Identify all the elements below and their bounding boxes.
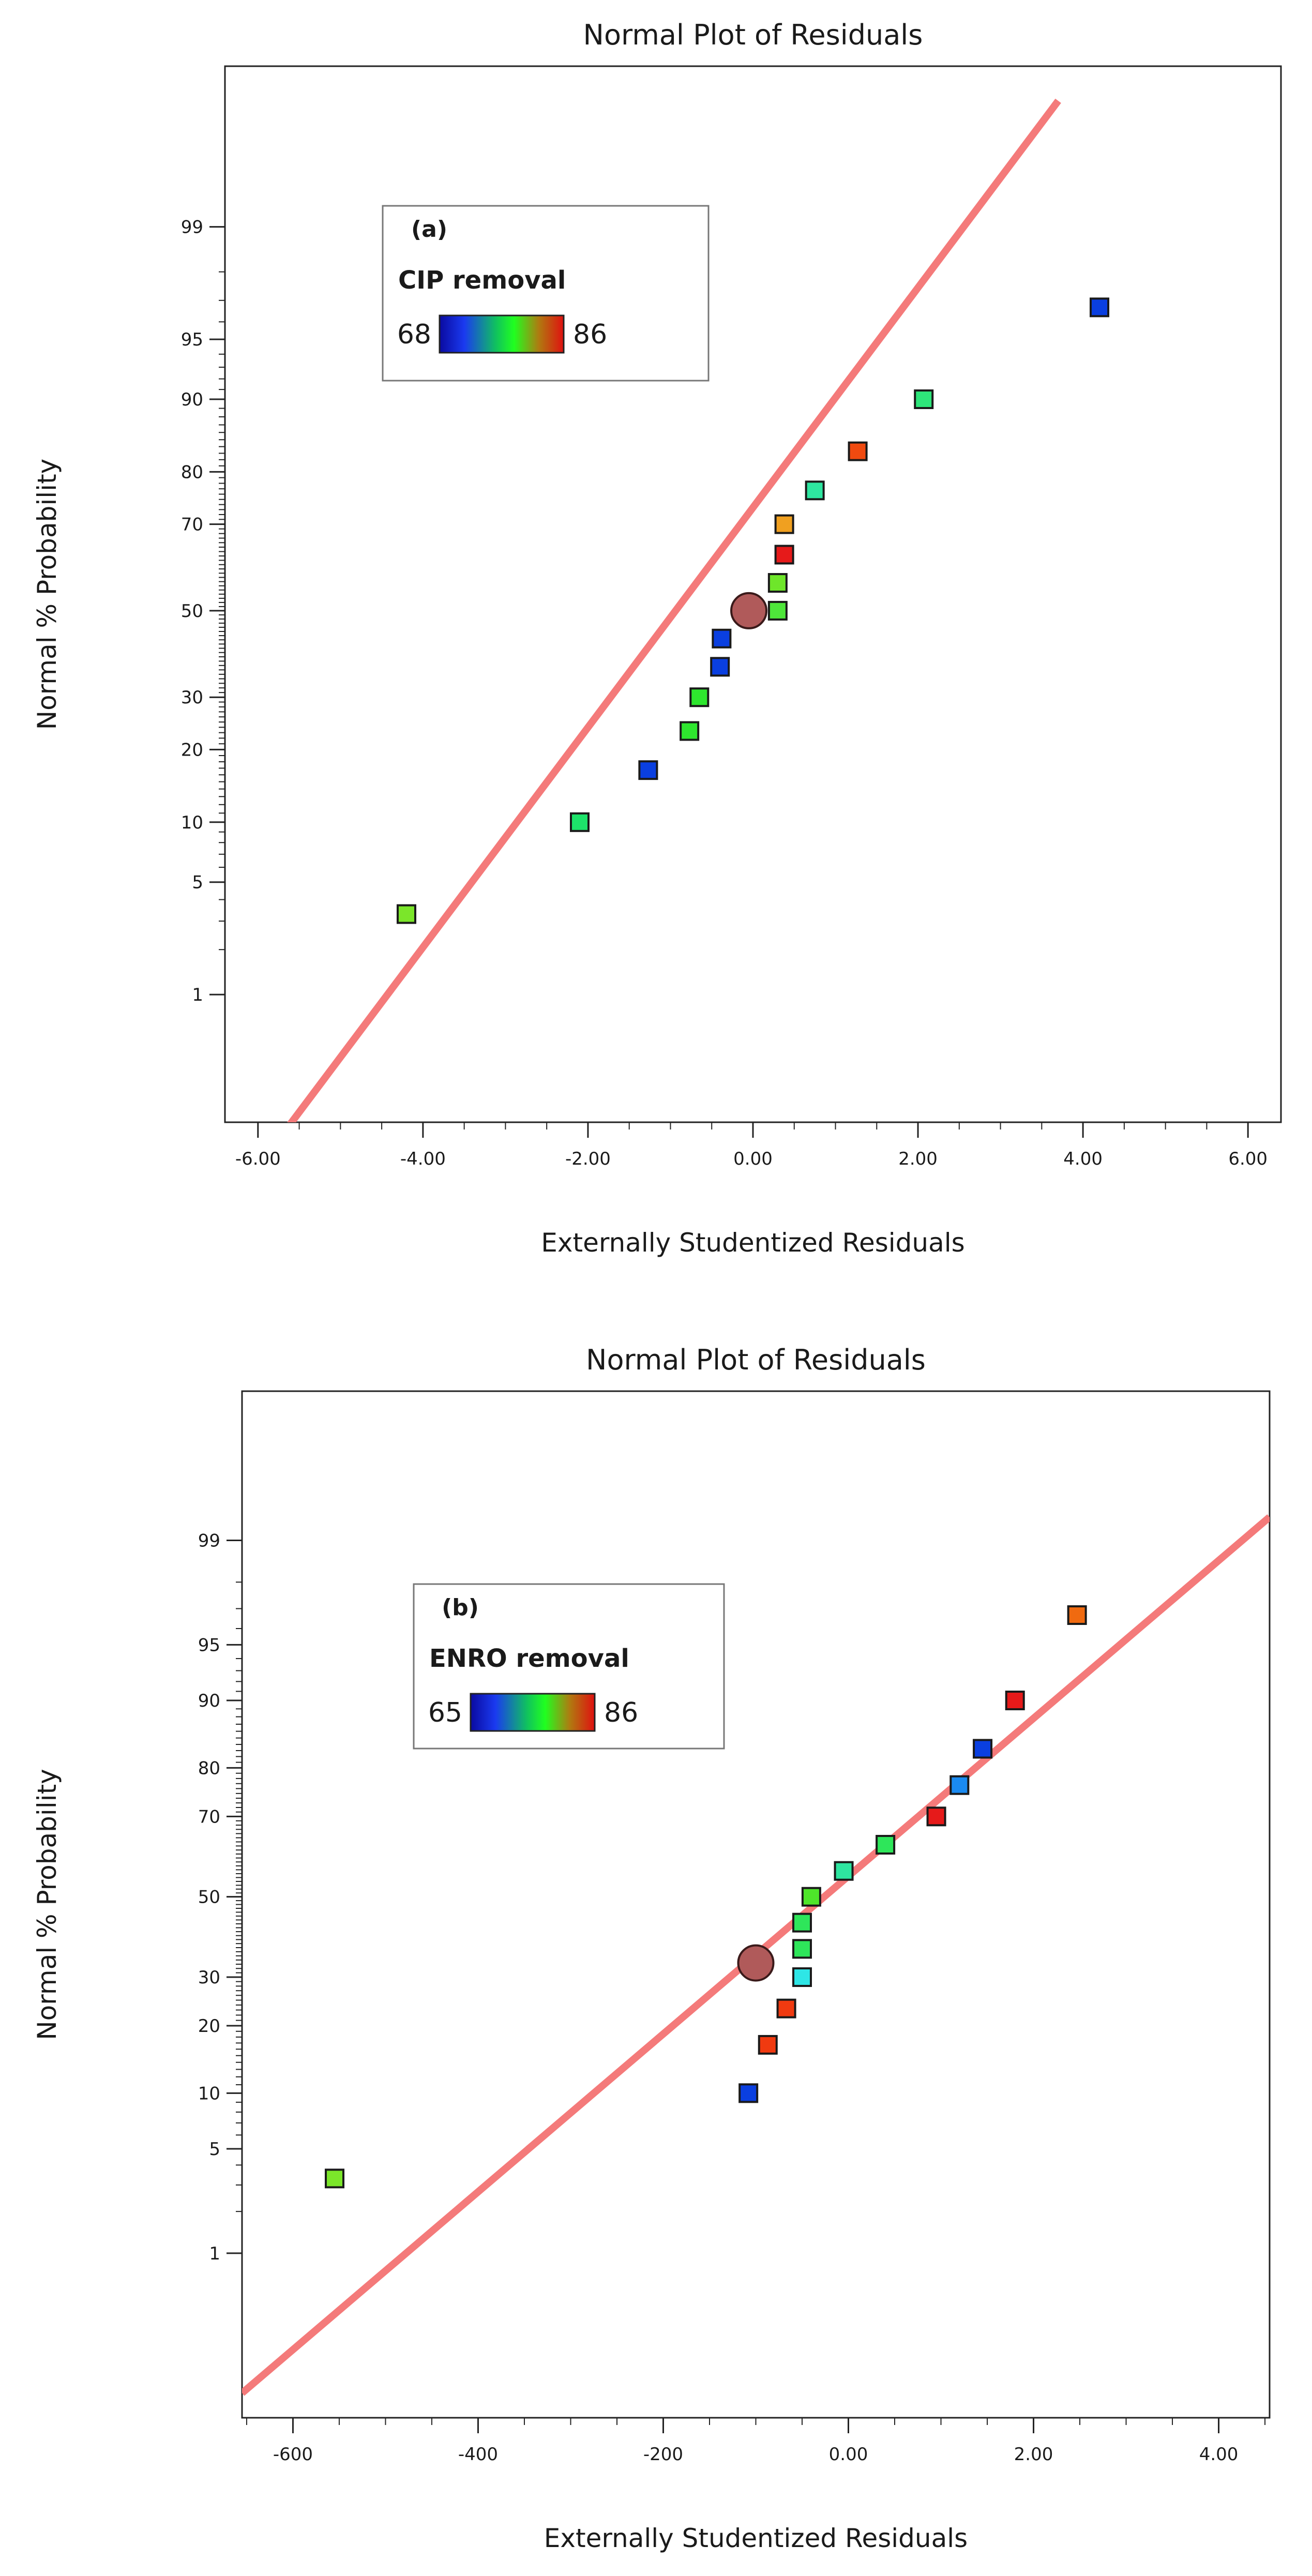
normal-plot-chart-a: Normal Plot of Residuals 1 5 10 20 30 50 70 80 90… <box>32 19 1282 1258</box>
x-tick-label: -2.00 <box>565 1149 611 1169</box>
y-tick-label: 70 <box>181 515 203 535</box>
y-tick-label: 99 <box>181 217 203 238</box>
y-tick-label: 1 <box>192 985 203 1005</box>
highlight-point <box>737 1944 775 1982</box>
y-tick-label: 10 <box>181 812 203 833</box>
legend-min-value: 68 <box>397 319 431 350</box>
x-tick-label: -200 <box>643 2444 683 2465</box>
chart-title: Normal Plot of Residuals <box>586 1344 926 1376</box>
normal-plot-chart-b: Normal Plot of Residuals 1 5 10 20 30 50 70 80 90… <box>32 1344 1271 2553</box>
legend-color-scale <box>439 314 565 354</box>
data-point-1 <box>396 904 416 924</box>
y-axis-label: Normal % Probability <box>32 1769 62 2040</box>
data-point-7 <box>712 628 732 649</box>
data-point-11 <box>926 1806 946 1827</box>
legend-title: ENRO removal <box>429 1644 629 1673</box>
legend-panel-label: (a) <box>411 216 447 243</box>
data-point-6 <box>792 1939 812 1959</box>
x-tick-label: -4.00 <box>400 1149 446 1169</box>
data-point-8 <box>767 600 788 621</box>
x-tick-label: 4.00 <box>1199 2444 1239 2465</box>
x-tick-label: 4.00 <box>1063 1149 1103 1169</box>
legend-min-value: 65 <box>428 1697 462 1728</box>
y-tick-label: 1 <box>209 2243 220 2264</box>
data-point-13 <box>848 441 868 461</box>
data-point-7 <box>792 1912 812 1933</box>
data-point-1 <box>325 2168 345 2189</box>
data-point-14 <box>1005 1691 1025 1711</box>
y-tick-label: 10 <box>198 2083 220 2104</box>
x-tick-label: 6.00 <box>1228 1149 1268 1169</box>
reference-line <box>287 98 1061 1122</box>
y-tick-label: 50 <box>198 1887 220 1908</box>
x-axis-label: Externally Studentized Residuals <box>541 1228 964 1258</box>
data-point-14 <box>914 389 934 410</box>
data-point-4 <box>776 1998 796 2018</box>
data-point-2 <box>738 2083 759 2103</box>
y-tick-label: 80 <box>181 462 203 483</box>
x-tick-label: -6.00 <box>235 1149 281 1169</box>
data-point-10 <box>774 545 794 565</box>
chart-title: Normal Plot of Residuals <box>583 19 923 51</box>
legend: (b) ENRO removal 65 86 <box>413 1583 725 1750</box>
x-axis-label: Externally Studentized Residuals <box>544 2523 968 2553</box>
chart-panel-b: Normal Plot of Residuals 1 5 10 20 30 50 70 80 90… <box>0 1288 1312 2575</box>
y-tick-label: 90 <box>181 389 203 410</box>
data-point-12 <box>949 1775 970 1795</box>
y-tick-label: 70 <box>198 1806 220 1827</box>
x-tick-label: 2.00 <box>1014 2444 1053 2465</box>
data-point-12 <box>805 480 825 501</box>
chart-panel-a: Normal Plot of Residuals 1 5 10 20 30 50 70 80 90… <box>32 19 1282 1258</box>
x-tick-label: 2.00 <box>898 1149 938 1169</box>
data-point-9 <box>834 1861 854 1881</box>
data-point-6 <box>710 657 730 677</box>
data-point-10 <box>876 1835 896 1855</box>
legend: (a) CIP removal 68 86 <box>382 205 710 382</box>
y-tick-label: 30 <box>198 1967 220 1988</box>
y-tick-label: 50 <box>181 601 203 622</box>
y-tick-label: 95 <box>198 1635 220 1655</box>
y-tick-label: 99 <box>198 1530 220 1551</box>
data-point-5 <box>792 1967 812 1987</box>
y-tick-label: 30 <box>181 687 203 708</box>
data-point-15 <box>1067 1605 1087 1625</box>
data-point-3 <box>758 2035 778 2055</box>
x-tick-label: 0.00 <box>733 1149 773 1169</box>
legend-color-scale <box>470 1693 596 1732</box>
data-point-2 <box>569 812 590 832</box>
y-tick-label: 20 <box>181 740 203 760</box>
y-tick-label: 5 <box>209 2139 220 2160</box>
y-tick-label: 90 <box>198 1691 220 1711</box>
y-tick-label: 5 <box>192 872 203 893</box>
legend-panel-label: (b) <box>442 1594 479 1621</box>
data-point-11 <box>774 514 794 534</box>
legend-max-value: 86 <box>573 319 607 350</box>
x-tick-label: -600 <box>273 2444 313 2465</box>
data-point-5 <box>689 687 710 707</box>
y-tick-label: 95 <box>181 329 203 350</box>
y-tick-label: 20 <box>198 2016 220 2037</box>
data-point-13 <box>973 1739 993 1759</box>
highlight-point <box>730 592 768 629</box>
x-tick-label: -400 <box>458 2444 498 2465</box>
data-point-4 <box>680 721 700 741</box>
legend-max-value: 86 <box>604 1697 638 1728</box>
data-point-9 <box>767 573 788 593</box>
x-tick-label: 0.00 <box>829 2444 868 2465</box>
data-point-8 <box>801 1887 821 1907</box>
data-point-3 <box>638 760 658 780</box>
y-tick-label: 80 <box>198 1758 220 1779</box>
legend-title: CIP removal <box>398 266 566 295</box>
data-point-15 <box>1090 297 1110 318</box>
y-axis-label: Normal % Probability <box>32 459 62 730</box>
